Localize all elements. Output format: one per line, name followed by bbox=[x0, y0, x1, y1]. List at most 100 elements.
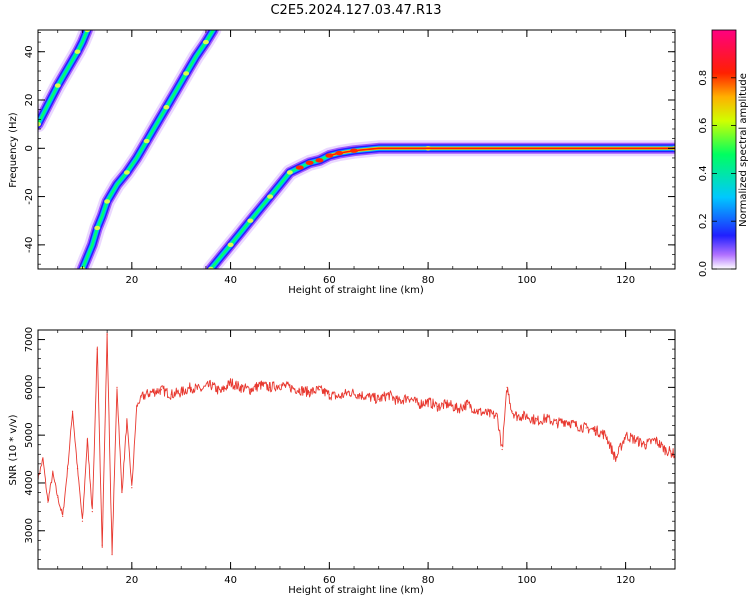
snr-point bbox=[269, 386, 271, 388]
colorbar-tick-label: 0.2 bbox=[698, 213, 709, 229]
streak-peak bbox=[315, 158, 324, 163]
snr-point bbox=[447, 403, 449, 405]
snr-point bbox=[536, 420, 538, 422]
colorbar-label: Normalized spectral amplitude bbox=[738, 73, 749, 227]
snr-point bbox=[615, 458, 617, 460]
spectrogram-panel: 20 40 60 80 100 120 -40 -20 0 20 40 Height of stra… bbox=[8, 29, 676, 296]
snr-ticks: 20 40 60 80 100 120 3000 4000 5000 6000 7000 bbox=[24, 327, 675, 586]
streak-blob bbox=[286, 170, 293, 175]
snr-point bbox=[575, 425, 577, 427]
streak-blob bbox=[84, 30, 91, 33]
snr-point bbox=[57, 496, 59, 498]
x-tick-label: 100 bbox=[517, 575, 536, 586]
y-tick-label: 6000 bbox=[24, 375, 35, 400]
snr-point bbox=[81, 520, 84, 522]
x-tick-label: 40 bbox=[224, 575, 237, 586]
snr-point bbox=[427, 401, 429, 403]
colorbar-tick-label: 0.0 bbox=[698, 261, 709, 277]
snr-point bbox=[496, 415, 498, 417]
snr-plot-area bbox=[38, 332, 675, 556]
snr-point bbox=[180, 391, 182, 393]
snr-point bbox=[506, 386, 508, 388]
snr-point bbox=[220, 391, 222, 393]
snr-point bbox=[200, 389, 202, 391]
y-tick-label: 4000 bbox=[24, 470, 35, 495]
x-tick-label: 20 bbox=[125, 275, 138, 286]
snr-point bbox=[96, 348, 98, 350]
snr-point bbox=[407, 396, 409, 398]
snr-point bbox=[249, 389, 251, 391]
snr-point bbox=[526, 415, 528, 417]
snr-point bbox=[511, 410, 513, 412]
snr-point bbox=[42, 458, 44, 460]
snr-point bbox=[111, 554, 113, 556]
x-tick-label: 100 bbox=[517, 275, 536, 286]
streak-blob bbox=[247, 218, 254, 223]
x-tick-label: 80 bbox=[422, 575, 435, 586]
x-tick-label: 120 bbox=[616, 575, 635, 586]
streak-blob bbox=[183, 71, 190, 76]
snr-point bbox=[170, 393, 172, 396]
spectral-streak bbox=[74, 30, 222, 269]
snr-point bbox=[47, 501, 49, 503]
snr-point bbox=[150, 391, 153, 393]
colorbar-gradient bbox=[711, 29, 737, 270]
snr-point bbox=[318, 389, 321, 391]
snr-point bbox=[259, 384, 261, 386]
streak-blob bbox=[123, 170, 130, 175]
figure-title: C2E5.2024.127.03.47.R13 bbox=[270, 3, 441, 18]
colorbar: 0.0 0.2 0.4 0.6 0.8 Normalized spectral ampl… bbox=[698, 29, 749, 277]
snr-point bbox=[585, 427, 587, 429]
spectrogram-ticks: 20 40 60 80 100 120 -40 -20 0 20 40 bbox=[24, 30, 675, 286]
x-tick-label: 80 bbox=[422, 275, 435, 286]
y-tick-label: 3000 bbox=[24, 518, 35, 543]
streak-peak bbox=[295, 165, 304, 170]
snr-point bbox=[289, 386, 291, 388]
colorbar-tick-label: 0.8 bbox=[698, 70, 709, 86]
y-tick-label: 5000 bbox=[24, 422, 35, 447]
streak-peak bbox=[305, 160, 314, 165]
snr-point bbox=[126, 420, 128, 422]
snr-point bbox=[595, 429, 597, 431]
snr-point bbox=[476, 410, 479, 412]
snr-point bbox=[71, 410, 74, 412]
snr-point bbox=[121, 491, 123, 494]
snr-point bbox=[190, 386, 192, 388]
snr-point bbox=[141, 396, 143, 398]
snr-point bbox=[86, 439, 88, 441]
snr-point bbox=[368, 396, 370, 398]
x-tick-label: 60 bbox=[323, 575, 336, 586]
snr-point bbox=[644, 444, 646, 446]
colorbar-tick-label: 0.6 bbox=[698, 118, 709, 134]
y-tick-label: 20 bbox=[24, 94, 35, 107]
x-tick-label: 120 bbox=[616, 275, 635, 286]
streak-peak bbox=[335, 150, 344, 156]
snr-point bbox=[467, 403, 469, 405]
snr-point bbox=[348, 391, 350, 393]
streak-blob bbox=[207, 266, 214, 269]
x-tick-label: 40 bbox=[224, 275, 237, 286]
streak-peak bbox=[325, 153, 334, 158]
snr-point bbox=[546, 417, 548, 420]
spectral-streak bbox=[38, 30, 96, 133]
spectrogram-ylabel: Frequency (Hz) bbox=[8, 112, 19, 188]
streak-blob bbox=[163, 105, 170, 110]
snr-point bbox=[501, 448, 503, 451]
snr-point bbox=[654, 439, 656, 441]
snr-point bbox=[229, 381, 232, 384]
snr-point bbox=[565, 420, 567, 422]
streak-blob bbox=[143, 138, 150, 144]
snr-point bbox=[136, 405, 138, 408]
snr-point bbox=[131, 487, 133, 489]
snr-point bbox=[91, 511, 93, 513]
snr-frame bbox=[37, 329, 676, 570]
snr-ylabel: SNR (10 * v/v) bbox=[8, 414, 19, 485]
snr-point bbox=[328, 393, 330, 396]
snr-point bbox=[52, 472, 54, 474]
snr-point bbox=[106, 334, 108, 336]
spectral-streak bbox=[202, 140, 675, 269]
snr-xlabel: Height of straight line (km) bbox=[288, 585, 424, 596]
snr-point bbox=[160, 389, 163, 391]
snr-point bbox=[457, 408, 459, 410]
